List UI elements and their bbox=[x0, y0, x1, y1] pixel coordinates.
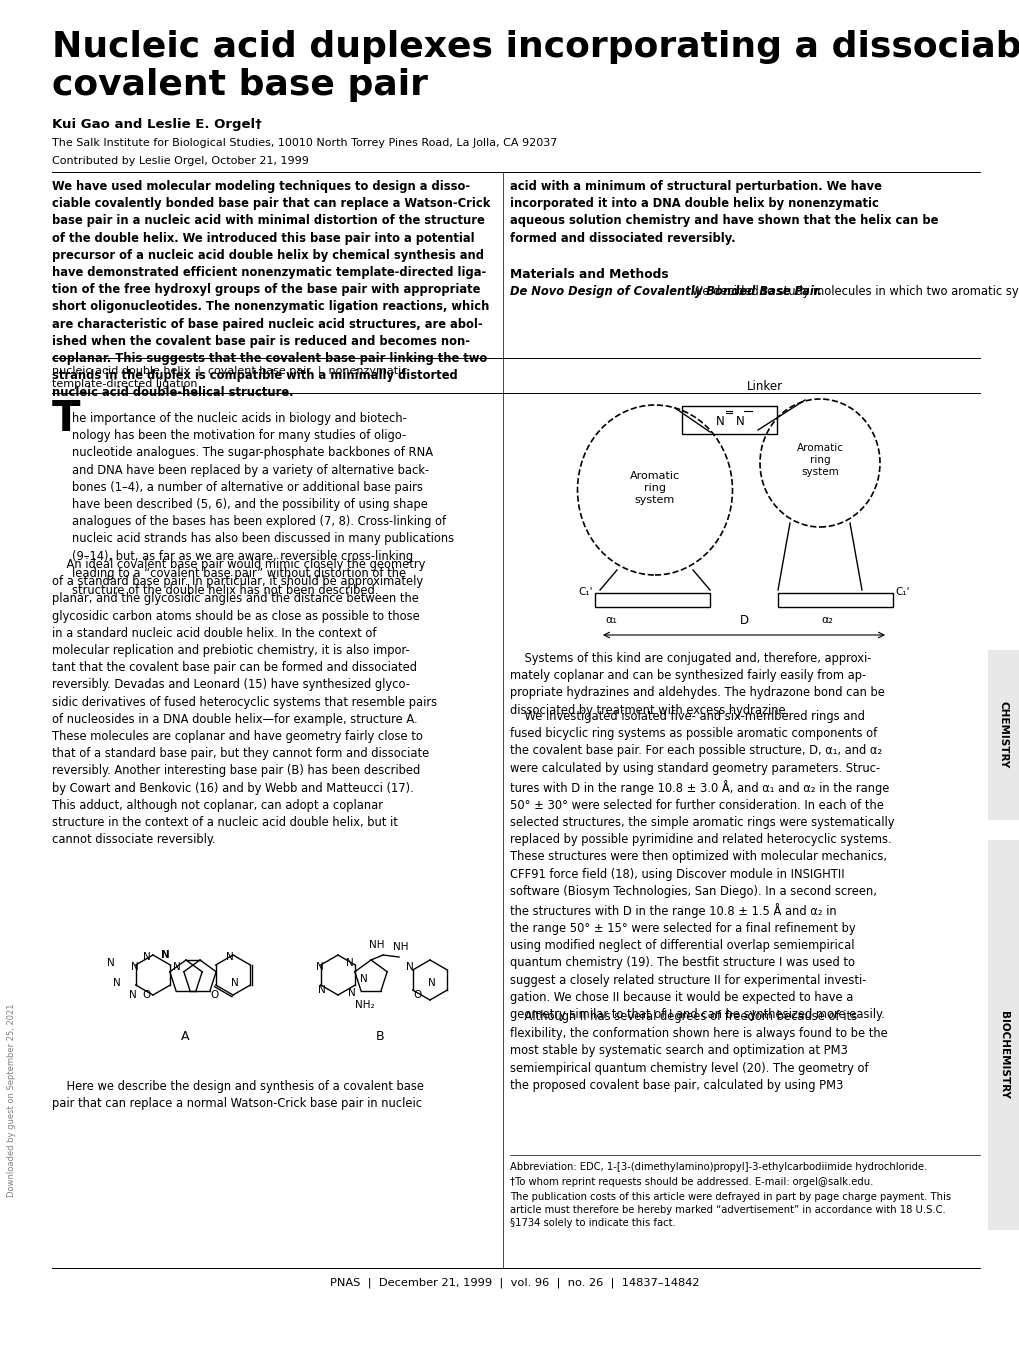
Text: N: N bbox=[231, 978, 238, 989]
Text: Linker: Linker bbox=[746, 381, 783, 393]
Text: acid with a minimum of structural perturbation. We have
incorporated it into a D: acid with a minimum of structural pertur… bbox=[510, 180, 937, 245]
Text: NH: NH bbox=[369, 940, 384, 950]
Text: O: O bbox=[414, 990, 422, 999]
Text: D: D bbox=[739, 615, 748, 627]
Text: N: N bbox=[360, 974, 368, 985]
Text: T: T bbox=[52, 398, 81, 440]
Text: Aromatic
ring
system: Aromatic ring system bbox=[630, 471, 680, 506]
Text: Contributed by Leslie Orgel, October 21, 1999: Contributed by Leslie Orgel, October 21,… bbox=[52, 156, 309, 165]
Text: covalent base pair: covalent base pair bbox=[52, 69, 428, 102]
Text: NH: NH bbox=[392, 941, 408, 952]
Text: BIOCHEMISTRY: BIOCHEMISTRY bbox=[998, 1011, 1008, 1099]
Text: N: N bbox=[316, 962, 324, 972]
Text: A: A bbox=[180, 1030, 190, 1042]
Text: N: N bbox=[160, 950, 169, 960]
Text: N: N bbox=[113, 978, 121, 989]
Text: Kui Gao and Leslie E. Orgel†: Kui Gao and Leslie E. Orgel† bbox=[52, 118, 262, 130]
Text: he importance of the nucleic acids in biology and biotech-
nology has been the m: he importance of the nucleic acids in bi… bbox=[72, 412, 453, 597]
Text: The publication costs of this article were defrayed in part by page charge payme: The publication costs of this article we… bbox=[510, 1192, 950, 1228]
Text: N: N bbox=[406, 962, 414, 972]
Text: We decided to study molecules in which two aromatic systems are joined by a C═N—: We decided to study molecules in which t… bbox=[688, 285, 1019, 299]
Text: The Salk Institute for Biological Studies, 10010 North Torrey Pines Road, La Jol: The Salk Institute for Biological Studie… bbox=[52, 139, 556, 148]
Text: †To whom reprint requests should be addressed. E-mail: orgel@salk.edu.: †To whom reprint requests should be addr… bbox=[510, 1177, 872, 1188]
Text: N: N bbox=[107, 958, 115, 968]
Bar bbox=[594, 593, 709, 607]
Text: N: N bbox=[143, 952, 151, 962]
Text: CHEMISTRY: CHEMISTRY bbox=[998, 701, 1008, 768]
Text: N: N bbox=[131, 962, 139, 972]
Text: N: N bbox=[345, 958, 354, 968]
Bar bbox=[987, 650, 1019, 820]
Text: B: B bbox=[375, 1030, 384, 1042]
Bar bbox=[777, 593, 892, 607]
Text: N: N bbox=[347, 989, 356, 998]
Text: N: N bbox=[226, 952, 233, 962]
Text: Although II has several degrees of freedom because of its
flexibility, the confo: Although II has several degrees of freed… bbox=[510, 1010, 887, 1092]
Text: α₂: α₂ bbox=[820, 615, 833, 625]
Text: O: O bbox=[211, 990, 219, 999]
Text: NH₂: NH₂ bbox=[355, 999, 374, 1010]
Text: N: N bbox=[129, 990, 137, 999]
Text: N: N bbox=[173, 962, 180, 972]
Bar bbox=[987, 841, 1019, 1229]
Text: We investigated isolated five- and six-membered rings and
fused bicyclic ring sy: We investigated isolated five- and six-m… bbox=[510, 710, 894, 1021]
Text: Materials and Methods: Materials and Methods bbox=[510, 268, 668, 281]
Text: Nucleic acid duplexes incorporating a dissociable: Nucleic acid duplexes incorporating a di… bbox=[52, 30, 1019, 65]
Text: N: N bbox=[715, 416, 723, 428]
Text: De Novo Design of Covalently Bonded Base Pair.: De Novo Design of Covalently Bonded Base… bbox=[510, 285, 821, 299]
Text: C₁': C₁' bbox=[894, 586, 909, 597]
Text: Systems of this kind are conjugated and, therefore, approxi-
mately coplanar and: Systems of this kind are conjugated and,… bbox=[510, 652, 884, 717]
Text: An ideal covalent base pair would mimic closely the geometry
of a standard base : An ideal covalent base pair would mimic … bbox=[52, 558, 437, 846]
Text: O: O bbox=[143, 990, 151, 999]
Text: N: N bbox=[318, 985, 325, 995]
Text: C₁': C₁' bbox=[578, 586, 592, 597]
Text: Downloaded by guest on September 25, 2021: Downloaded by guest on September 25, 202… bbox=[7, 1003, 16, 1197]
Text: Abbreviation: EDC, 1-[3-(dimethylamino)propyl]-3-ethylcarbodiimide hydrochloride: Abbreviation: EDC, 1-[3-(dimethylamino)p… bbox=[510, 1162, 926, 1171]
Text: α₁: α₁ bbox=[604, 615, 616, 625]
Bar bbox=[682, 406, 776, 434]
Text: Aromatic
ring
system: Aromatic ring system bbox=[796, 443, 843, 477]
Text: PNAS  |  December 21, 1999  |  vol. 96  |  no. 26  |  14837–14842: PNAS | December 21, 1999 | vol. 96 | no.… bbox=[330, 1278, 699, 1289]
Text: N: N bbox=[428, 978, 435, 989]
Text: We have used molecular modeling techniques to design a disso-
ciable covalently : We have used molecular modeling techniqu… bbox=[52, 180, 490, 399]
Text: Here we describe the design and synthesis of a covalent base
pair that can repla: Here we describe the design and synthesi… bbox=[52, 1080, 424, 1110]
Text: nucleic acid double helix  |  covalent base pair  |  nonenzymatic
template-direc: nucleic acid double helix | covalent bas… bbox=[52, 364, 407, 389]
Text: N: N bbox=[735, 416, 744, 428]
